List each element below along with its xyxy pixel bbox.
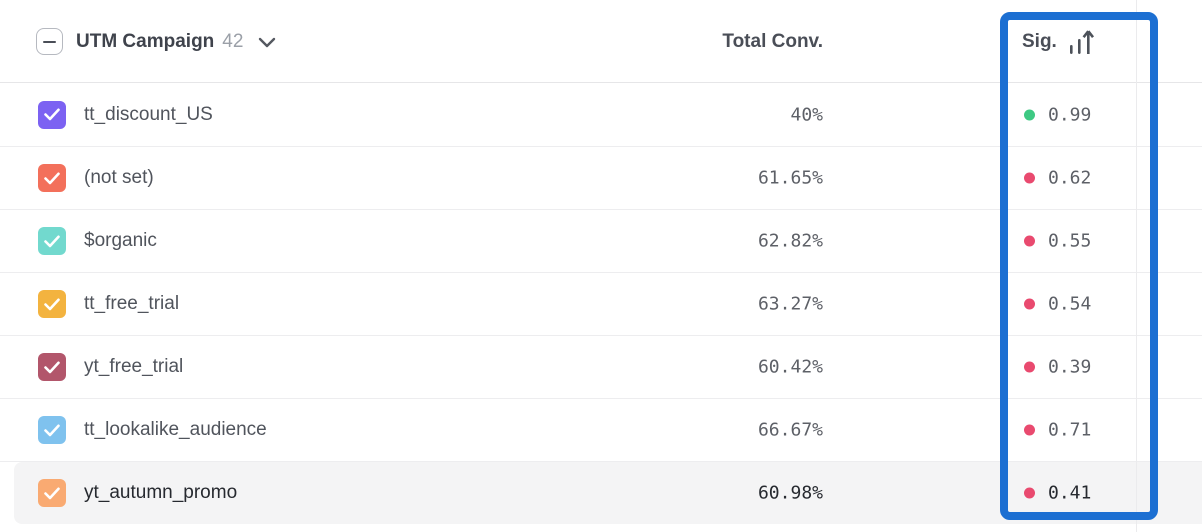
collapse-button[interactable] <box>36 28 63 55</box>
row-checkbox[interactable] <box>38 100 66 129</box>
column-header-total-conv[interactable]: Total Conv. <box>722 30 823 52</box>
sig-value: 0.62 <box>1048 167 1092 189</box>
total-conv-value: 40% <box>790 104 823 125</box>
significance-dot <box>1024 109 1035 120</box>
row-checkbox[interactable] <box>38 227 66 255</box>
minus-icon <box>43 40 56 43</box>
sig-cell: 0.41 <box>1024 483 1091 504</box>
significance-dot <box>1024 361 1035 373</box>
sig-value: 0.71 <box>1048 419 1092 441</box>
sig-value: 0.99 <box>1048 104 1092 125</box>
sort-ascending-icon[interactable] <box>1068 28 1095 56</box>
campaign-label: (not set) <box>84 167 154 188</box>
campaign-label: $organic <box>84 230 157 251</box>
row-checkbox[interactable] <box>38 290 66 318</box>
sig-cell: 0.99 <box>1024 104 1091 125</box>
campaign-label: tt_lookalike_audience <box>84 419 267 440</box>
column-header-sig[interactable]: Sig. <box>1022 0 1095 83</box>
campaign-label: yt_autumn_promo <box>84 482 238 503</box>
table-row-highlighted[interactable]: yt_autumn_promo 60.98% 0.41 <box>0 461 1202 524</box>
sig-column-label: Sig. <box>1022 30 1057 52</box>
table-row[interactable]: $organic 62.82% 0.55 <box>0 209 1202 272</box>
total-conv-value: 62.82% <box>757 230 823 252</box>
sig-cell: 0.62 <box>1024 168 1091 189</box>
total-conv-value: 60.42% <box>757 356 823 378</box>
row-checkbox[interactable] <box>38 353 66 381</box>
total-conv-value: 63.27% <box>757 293 823 315</box>
significance-dot <box>1024 298 1035 310</box>
group-title: UTM Campaign <box>76 30 215 52</box>
row-checkbox[interactable] <box>38 416 66 444</box>
sig-cell: 0.55 <box>1024 231 1091 252</box>
campaign-label: tt_free_trial <box>84 293 180 314</box>
significance-dot <box>1024 172 1035 184</box>
table-row[interactable]: yt_free_trial 60.42% 0.39 <box>0 335 1202 398</box>
row-checkbox[interactable] <box>38 479 66 507</box>
row-checkbox[interactable] <box>38 164 66 192</box>
total-conv-value: 61.65% <box>757 167 823 189</box>
table-row[interactable]: tt_free_trial 63.27% 0.54 <box>0 272 1202 335</box>
significance-dot <box>1024 487 1035 499</box>
sig-cell: 0.39 <box>1024 357 1091 378</box>
sig-cell: 0.71 <box>1024 420 1091 441</box>
sig-value: 0.55 <box>1048 230 1092 252</box>
sig-value: 0.39 <box>1048 356 1092 378</box>
significance-dot <box>1024 235 1035 247</box>
significance-dot <box>1024 424 1035 436</box>
chevron-down-icon[interactable] <box>258 36 276 48</box>
campaign-label: yt_free_trial <box>84 356 184 377</box>
campaign-label: tt_discount_US <box>84 103 213 125</box>
group-count: 42 <box>222 30 244 52</box>
table-row[interactable]: tt_discount_US 40% 0.99 <box>0 83 1202 146</box>
total-conv-value: 66.67% <box>757 419 823 441</box>
sig-cell: 0.54 <box>1024 294 1091 315</box>
sig-value: 0.41 <box>1048 482 1092 504</box>
table-row[interactable]: tt_lookalike_audience 66.67% 0.71 <box>0 398 1202 461</box>
table-body: tt_discount_US 40% 0.99 (not set) 61.65%… <box>0 83 1202 524</box>
group-header: UTM Campaign 42 <box>36 0 276 83</box>
sig-value: 0.54 <box>1048 293 1092 315</box>
total-conv-value: 60.98% <box>757 482 823 504</box>
table-row[interactable]: (not set) 61.65% 0.62 <box>0 146 1202 209</box>
table-header: UTM Campaign 42 Total Conv. Sig. <box>0 0 1202 83</box>
column-divider <box>1136 0 1137 532</box>
